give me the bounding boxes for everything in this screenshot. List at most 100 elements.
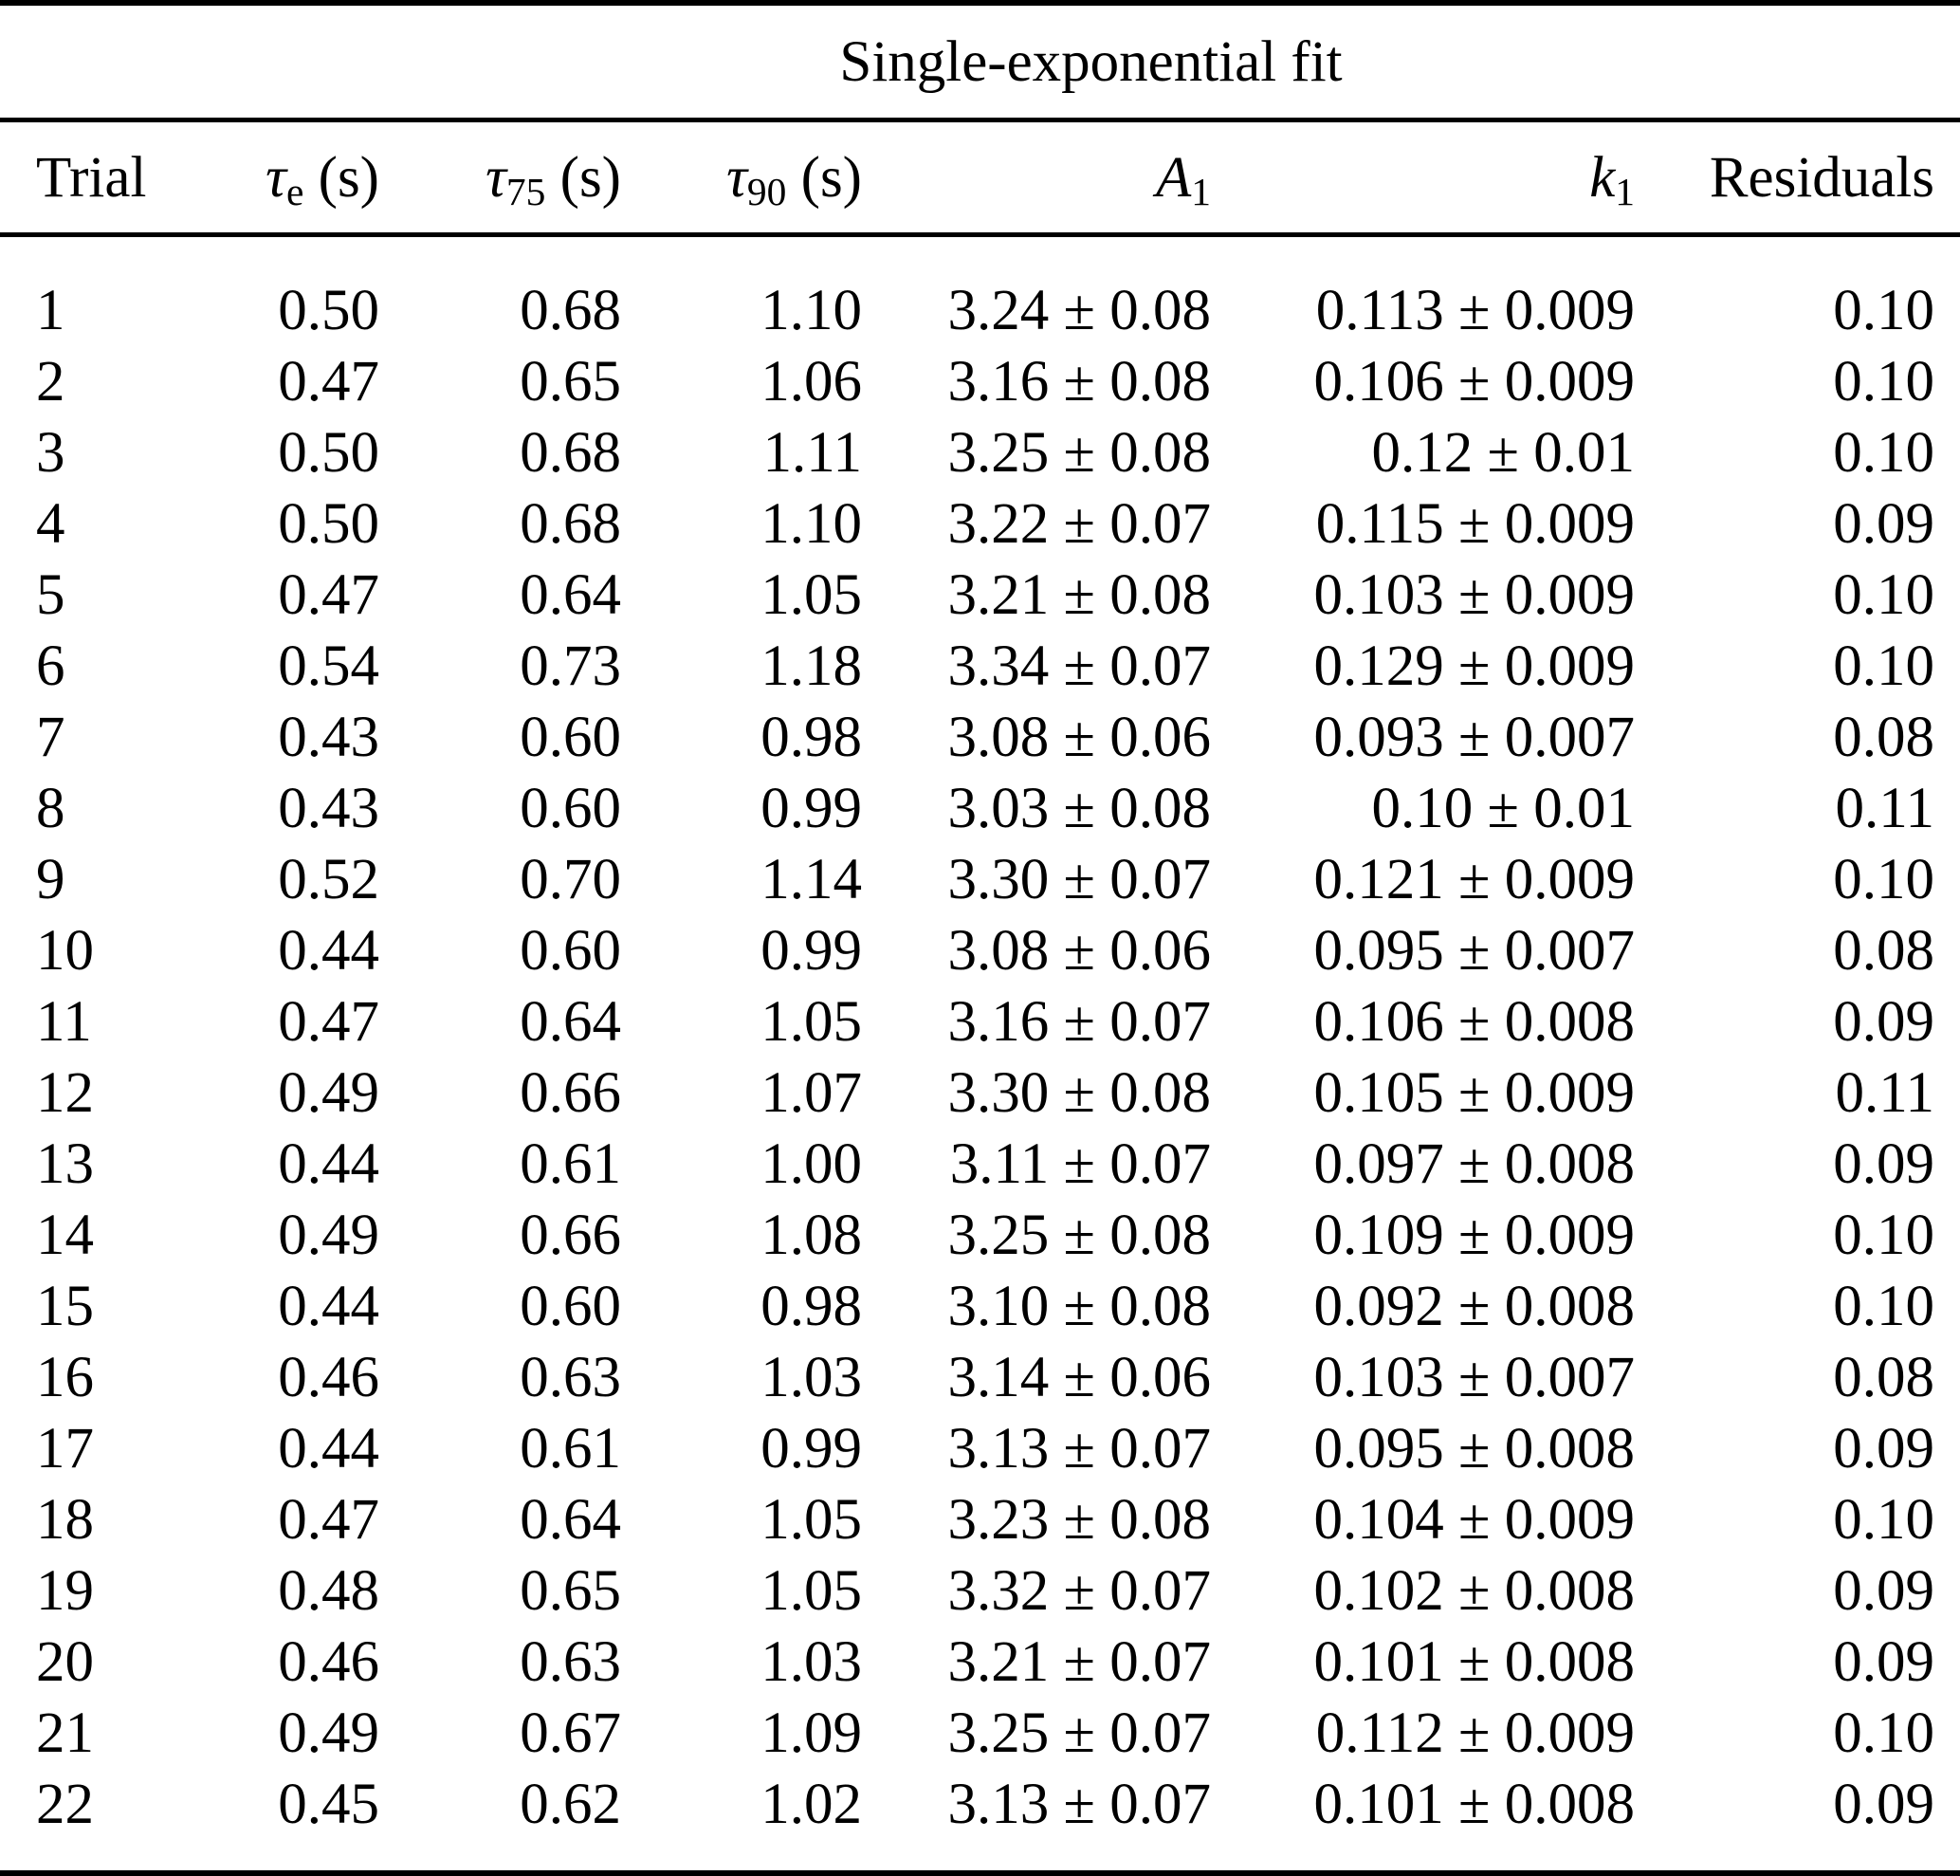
cell-tau-75: 0.60	[520, 777, 621, 840]
cell-residuals: 0.10	[1833, 1488, 1935, 1552]
cell-k1: 0.106 ± 0.009	[1313, 350, 1635, 414]
cell-tau-e: 0.49	[278, 1204, 379, 1267]
cell-tau-90: 1.06	[760, 350, 862, 414]
cell-residuals: 0.09	[1833, 1559, 1935, 1623]
cell-tau-75: 0.70	[520, 848, 621, 911]
column-header-residuals: Residuals	[1635, 122, 1960, 237]
cell-a1: 3.10 ± 0.08	[947, 1275, 1211, 1338]
cell-tau-75: 0.63	[520, 1630, 621, 1694]
cell-k1: 0.112 ± 0.009	[1315, 1701, 1635, 1765]
cell-tau-75: 0.60	[520, 919, 621, 983]
cell-k1: 0.101 ± 0.008	[1313, 1630, 1635, 1694]
cell-a1: 3.30 ± 0.08	[947, 1061, 1211, 1125]
table-row: 22 0.45 0.62 1.02 3.13 ± 0.07 0.101 ± 0.…	[0, 1769, 1960, 1870]
cell-residuals: 0.08	[1833, 706, 1935, 769]
cell-a1: 3.23 ± 0.08	[947, 1488, 1211, 1552]
cell-trial: 7	[36, 706, 65, 769]
table-title-row: Single-exponential fit	[0, 6, 1960, 122]
cell-a1: 3.25 ± 0.08	[947, 421, 1211, 485]
cell-a1: 3.08 ± 0.06	[947, 919, 1211, 983]
cell-tau-75: 0.64	[520, 563, 621, 627]
table-title: Single-exponential fit	[152, 6, 1960, 122]
table-row: 3 0.50 0.68 1.11 3.25 ± 0.08 0.12 ± 0.01…	[0, 417, 1960, 488]
k-symbol: k	[1589, 145, 1616, 210]
tau-symbol: τ	[266, 145, 286, 210]
table-row: 11 0.47 0.64 1.05 3.16 ± 0.07 0.106 ± 0.…	[0, 986, 1960, 1058]
cell-a1: 3.16 ± 0.08	[947, 350, 1211, 414]
tau-75-subscript: 75	[505, 169, 546, 213]
cell-tau-75: 0.67	[520, 1701, 621, 1765]
cell-trial: 12	[36, 1061, 94, 1125]
cell-trial: 11	[36, 990, 92, 1054]
cell-tau-90: 1.08	[760, 1204, 862, 1267]
column-header-tau-75: τ75 (s)	[379, 122, 621, 237]
cell-tau-75: 0.65	[520, 350, 621, 414]
cell-a1: 3.03 ± 0.08	[947, 777, 1211, 840]
cell-tau-e: 0.47	[278, 990, 379, 1054]
table-row: 8 0.43 0.60 0.99 3.03 ± 0.08 0.10 ± 0.01…	[0, 773, 1960, 844]
table-row: 7 0.43 0.60 0.98 3.08 ± 0.06 0.093 ± 0.0…	[0, 702, 1960, 773]
cell-tau-e: 0.52	[278, 848, 379, 911]
cell-k1: 0.10 ± 0.01	[1371, 777, 1635, 840]
cell-trial: 1	[36, 279, 65, 342]
cell-a1: 3.34 ± 0.07	[947, 635, 1211, 698]
table-row: 1 0.50 0.68 1.10 3.24 ± 0.08 0.113 ± 0.0…	[0, 237, 1960, 346]
cell-tau-75: 0.66	[520, 1204, 621, 1267]
table-row: 12 0.49 0.66 1.07 3.30 ± 0.08 0.105 ± 0.…	[0, 1058, 1960, 1129]
table-row: 13 0.44 0.61 1.00 3.11 ± 0.07 0.097 ± 0.…	[0, 1129, 1960, 1200]
cell-residuals: 0.10	[1833, 563, 1935, 627]
cell-tau-75: 0.61	[520, 1132, 621, 1196]
k1-subscript: 1	[1615, 169, 1635, 213]
cell-trial: 9	[36, 848, 65, 911]
cell-residuals: 0.09	[1833, 1417, 1935, 1481]
column-header-k1: k1	[1211, 122, 1635, 237]
table-row: 14 0.49 0.66 1.08 3.25 ± 0.08 0.109 ± 0.…	[0, 1200, 1960, 1271]
cell-residuals: 0.09	[1833, 1773, 1935, 1836]
cell-a1: 3.22 ± 0.07	[947, 492, 1211, 556]
table-row: 21 0.49 0.67 1.09 3.25 ± 0.07 0.112 ± 0.…	[0, 1698, 1960, 1769]
cell-tau-e: 0.49	[278, 1701, 379, 1765]
table-row: 15 0.44 0.60 0.98 3.10 ± 0.08 0.092 ± 0.…	[0, 1271, 1960, 1342]
cell-tau-e: 0.43	[278, 706, 379, 769]
table-row: 17 0.44 0.61 0.99 3.13 ± 0.07 0.095 ± 0.…	[0, 1413, 1960, 1484]
cell-residuals: 0.10	[1833, 279, 1935, 342]
cell-trial: 22	[36, 1773, 94, 1836]
table-row: 5 0.47 0.64 1.05 3.21 ± 0.08 0.103 ± 0.0…	[0, 560, 1960, 631]
cell-a1: 3.24 ± 0.08	[947, 279, 1211, 342]
cell-trial: 6	[36, 635, 65, 698]
cell-k1: 0.093 ± 0.007	[1313, 706, 1635, 769]
cell-tau-e: 0.44	[278, 1417, 379, 1481]
cell-tau-e: 0.50	[278, 279, 379, 342]
table-row: 16 0.46 0.63 1.03 3.14 ± 0.06 0.103 ± 0.…	[0, 1342, 1960, 1413]
cell-trial: 15	[36, 1275, 94, 1338]
cell-trial: 13	[36, 1132, 94, 1196]
cell-residuals: 0.10	[1833, 1204, 1935, 1267]
cell-k1: 0.095 ± 0.007	[1313, 919, 1635, 983]
cell-trial: 8	[36, 777, 65, 840]
tau-75-units: (s)	[545, 145, 621, 210]
column-header-trial-label: Trial	[36, 145, 147, 210]
column-header-a1: A1	[862, 122, 1211, 237]
cell-k1: 0.113 ± 0.009	[1315, 279, 1635, 342]
cell-k1: 0.121 ± 0.009	[1313, 848, 1635, 911]
table-row: 18 0.47 0.64 1.05 3.23 ± 0.08 0.104 ± 0.…	[0, 1484, 1960, 1555]
cell-tau-75: 0.60	[520, 706, 621, 769]
cell-tau-e: 0.47	[278, 1488, 379, 1552]
tau-symbol: τ	[726, 145, 747, 210]
cell-tau-e: 0.44	[278, 1275, 379, 1338]
table-row: 6 0.54 0.73 1.18 3.34 ± 0.07 0.129 ± 0.0…	[0, 631, 1960, 702]
cell-residuals: 0.09	[1833, 1132, 1935, 1196]
cell-tau-90: 1.02	[760, 1773, 862, 1836]
cell-k1: 0.104 ± 0.009	[1313, 1488, 1635, 1552]
cell-tau-75: 0.62	[520, 1773, 621, 1836]
table-row: 10 0.44 0.60 0.99 3.08 ± 0.06 0.095 ± 0.…	[0, 915, 1960, 986]
table-row: 2 0.47 0.65 1.06 3.16 ± 0.08 0.106 ± 0.0…	[0, 346, 1960, 417]
cell-tau-90: 1.18	[760, 635, 862, 698]
cell-tau-e: 0.50	[278, 421, 379, 485]
cell-tau-75: 0.68	[520, 279, 621, 342]
table-row: 20 0.46 0.63 1.03 3.21 ± 0.07 0.101 ± 0.…	[0, 1627, 1960, 1698]
cell-trial: 17	[36, 1417, 94, 1481]
cell-tau-90: 1.07	[760, 1061, 862, 1125]
cell-tau-e: 0.47	[278, 350, 379, 414]
